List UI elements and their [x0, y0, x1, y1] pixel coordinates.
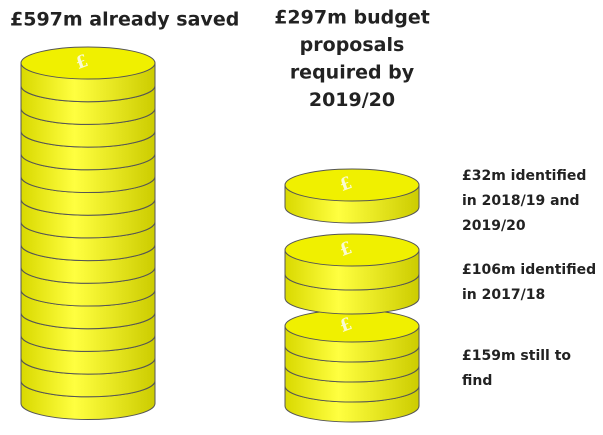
right-title-line: required by	[290, 62, 415, 84]
segment-label: £32m identified	[462, 168, 586, 184]
segment-label: find	[462, 373, 492, 389]
right-title-line: 2019/20	[309, 89, 395, 111]
left-title: £597m already saved	[10, 9, 239, 31]
segment-label: 2019/20	[462, 218, 526, 234]
segment-label: £159m still to	[462, 348, 571, 364]
segment-label: in 2018/19 and	[462, 193, 580, 209]
labels: £297m budget proposals required by 2019/20 £…	[274, 7, 596, 390]
segment-label: in 2017/18	[462, 287, 545, 303]
coin-top	[284, 168, 420, 202]
right-title-line: proposals	[300, 34, 405, 56]
segment-label: £106m identified	[462, 262, 596, 278]
coin-top	[20, 46, 156, 80]
right-title-line: £297m budget	[274, 7, 430, 29]
coins: ££££	[20, 46, 420, 423]
coin-top	[284, 233, 420, 267]
